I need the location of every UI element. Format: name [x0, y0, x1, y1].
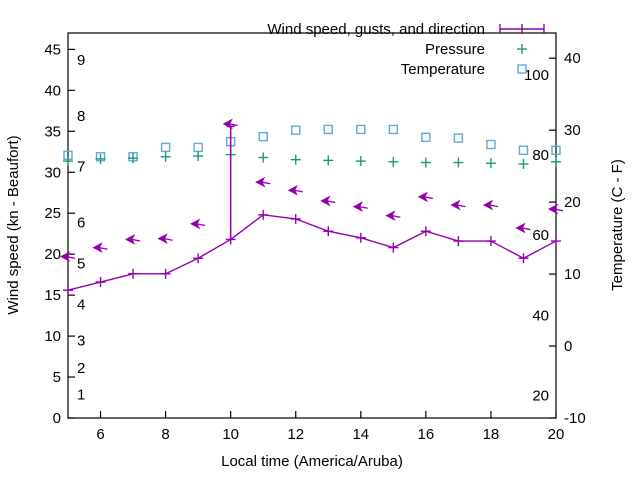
- y-axis-right-tick-label: 20: [564, 194, 581, 211]
- x-axis-tick-label: 12: [287, 426, 304, 443]
- beaufort-label: 3: [77, 332, 85, 349]
- y-axis-left-tick-label: 10: [44, 328, 61, 345]
- beaufort-label: 5: [77, 255, 85, 272]
- wind-direction-arrow: [196, 223, 206, 227]
- y-axis-left-tick-label: 0: [53, 410, 61, 427]
- wind-direction-arrow: [99, 246, 108, 250]
- series-pressure: [63, 149, 561, 169]
- fahrenheit-label: 100: [524, 67, 549, 84]
- wind-direction-arrow: [92, 242, 103, 254]
- wind-direction-arrow: [229, 123, 238, 127]
- y-axis-left-tick-label: 30: [44, 164, 61, 181]
- y-axis-right-ticks: -10 0 10 20 30 40: [549, 50, 586, 427]
- wind-direction-arrow: [287, 184, 298, 196]
- y-axis-right-title: Temperature (C - F): [609, 159, 626, 291]
- legend-label: Wind speed, gusts, and direction: [267, 21, 485, 38]
- y-axis-left-tick-label: 5: [53, 369, 61, 386]
- wind-direction-arrow: [385, 210, 396, 222]
- temperature-point: [486, 139, 496, 150]
- temperature-point: [388, 124, 399, 135]
- y-axis-left-tick-label: 20: [44, 246, 61, 263]
- x-axis-tick-label: 20: [548, 426, 565, 443]
- wind-direction-arrow: [157, 233, 168, 244]
- y-axis-left-tick-label: 40: [44, 82, 61, 99]
- y-axis-right-tick-label: 10: [564, 266, 581, 283]
- temperature-point: [323, 124, 333, 135]
- temperature-point: [421, 132, 431, 143]
- beaufort-label: 4: [77, 296, 85, 313]
- y-axis-left-title: Wind speed (kn - Beaufort): [5, 135, 22, 314]
- y-axis-right-tick-label: 30: [564, 122, 581, 139]
- x-axis-tick-label: 6: [96, 426, 104, 443]
- x-axis-tick-label: 18: [483, 426, 500, 443]
- beaufort-label: 1: [77, 386, 85, 403]
- temperature-point: [518, 145, 529, 155]
- y-axis-left-tick-label: 25: [44, 205, 61, 222]
- x-axis-tick-label: 8: [161, 426, 169, 443]
- y-axis-right-tick-label: 40: [564, 50, 581, 67]
- wind-direction-arrow: [131, 238, 141, 242]
- temperature-point: [160, 142, 171, 153]
- beaufort-scale-labels: 1 2 3 4 5 6 7 8 9: [77, 52, 85, 403]
- beaufort-label: 7: [77, 159, 85, 176]
- legend-swatch-square: [517, 64, 527, 74]
- wind-direction-arrow: [424, 196, 433, 200]
- fahrenheit-label: 40: [532, 307, 549, 324]
- series-wind-speed: [59, 118, 564, 296]
- wind-direction-arrow: [190, 218, 201, 230]
- y-axis-left-tick-label: 15: [44, 287, 61, 304]
- x-axis-tick-label: 14: [352, 426, 369, 443]
- wind-direction-arrow: [457, 204, 466, 208]
- wind-direction-arrow: [547, 203, 559, 215]
- y-axis-right-tick-label: 0: [564, 338, 572, 355]
- legend-label: Pressure: [425, 41, 485, 58]
- temperature-point: [551, 145, 561, 155]
- wind-direction-arrow: [66, 255, 76, 259]
- wind-direction-arrow: [261, 181, 271, 185]
- beaufort-label: 8: [77, 108, 85, 125]
- y-axis-left-ticks: 0 5 10 15 20 25 30 35 40 45: [44, 41, 75, 427]
- beaufort-label: 6: [77, 214, 85, 231]
- fahrenheit-label: 80: [532, 147, 549, 164]
- fahrenheit-scale-labels: 20 40 60 80 100: [524, 67, 549, 404]
- wind-direction-arrow: [489, 204, 499, 208]
- beaufort-label: 2: [77, 360, 85, 377]
- wind-direction-arrow: [450, 199, 461, 211]
- y-axis-left-tick-label: 35: [44, 123, 61, 140]
- wind-direction-arrow: [359, 206, 368, 209]
- temperature-point: [291, 125, 301, 135]
- wind-direction-arrow: [392, 215, 401, 218]
- temperature-point: [453, 133, 464, 143]
- wind-direction-arrow: [326, 200, 336, 204]
- y-axis-right-tick-label: -10: [564, 410, 586, 427]
- fahrenheit-label: 20: [532, 387, 549, 404]
- chart-legend: Wind speed, gusts, and direction Pressure…: [267, 21, 545, 78]
- wind-direction-arrow: [554, 208, 564, 212]
- wind-direction-arrow: [255, 176, 266, 188]
- wind-direction-arrow: [164, 237, 173, 241]
- legend-label: Temperature: [401, 61, 485, 78]
- plot-frame: [67, 32, 557, 419]
- x-axis-tick-label: 10: [222, 426, 239, 443]
- x-axis-tick-label: 16: [418, 426, 435, 443]
- temperature-point: [258, 131, 268, 142]
- y-axis-left-tick-label: 45: [44, 41, 61, 58]
- wind-direction-arrow: [294, 189, 303, 193]
- wind-direction-arrow: [482, 199, 494, 211]
- wind-direction-arrow: [522, 227, 531, 231]
- temperature-point: [356, 124, 366, 135]
- beaufort-label: 9: [77, 52, 85, 69]
- x-axis-ticks: 6 8 10 12 14 16 18 20: [96, 411, 564, 443]
- x-axis-title: Local time (America/Aruba): [221, 453, 403, 470]
- fahrenheit-label: 60: [532, 227, 549, 244]
- wind-speed-line: [67, 214, 557, 291]
